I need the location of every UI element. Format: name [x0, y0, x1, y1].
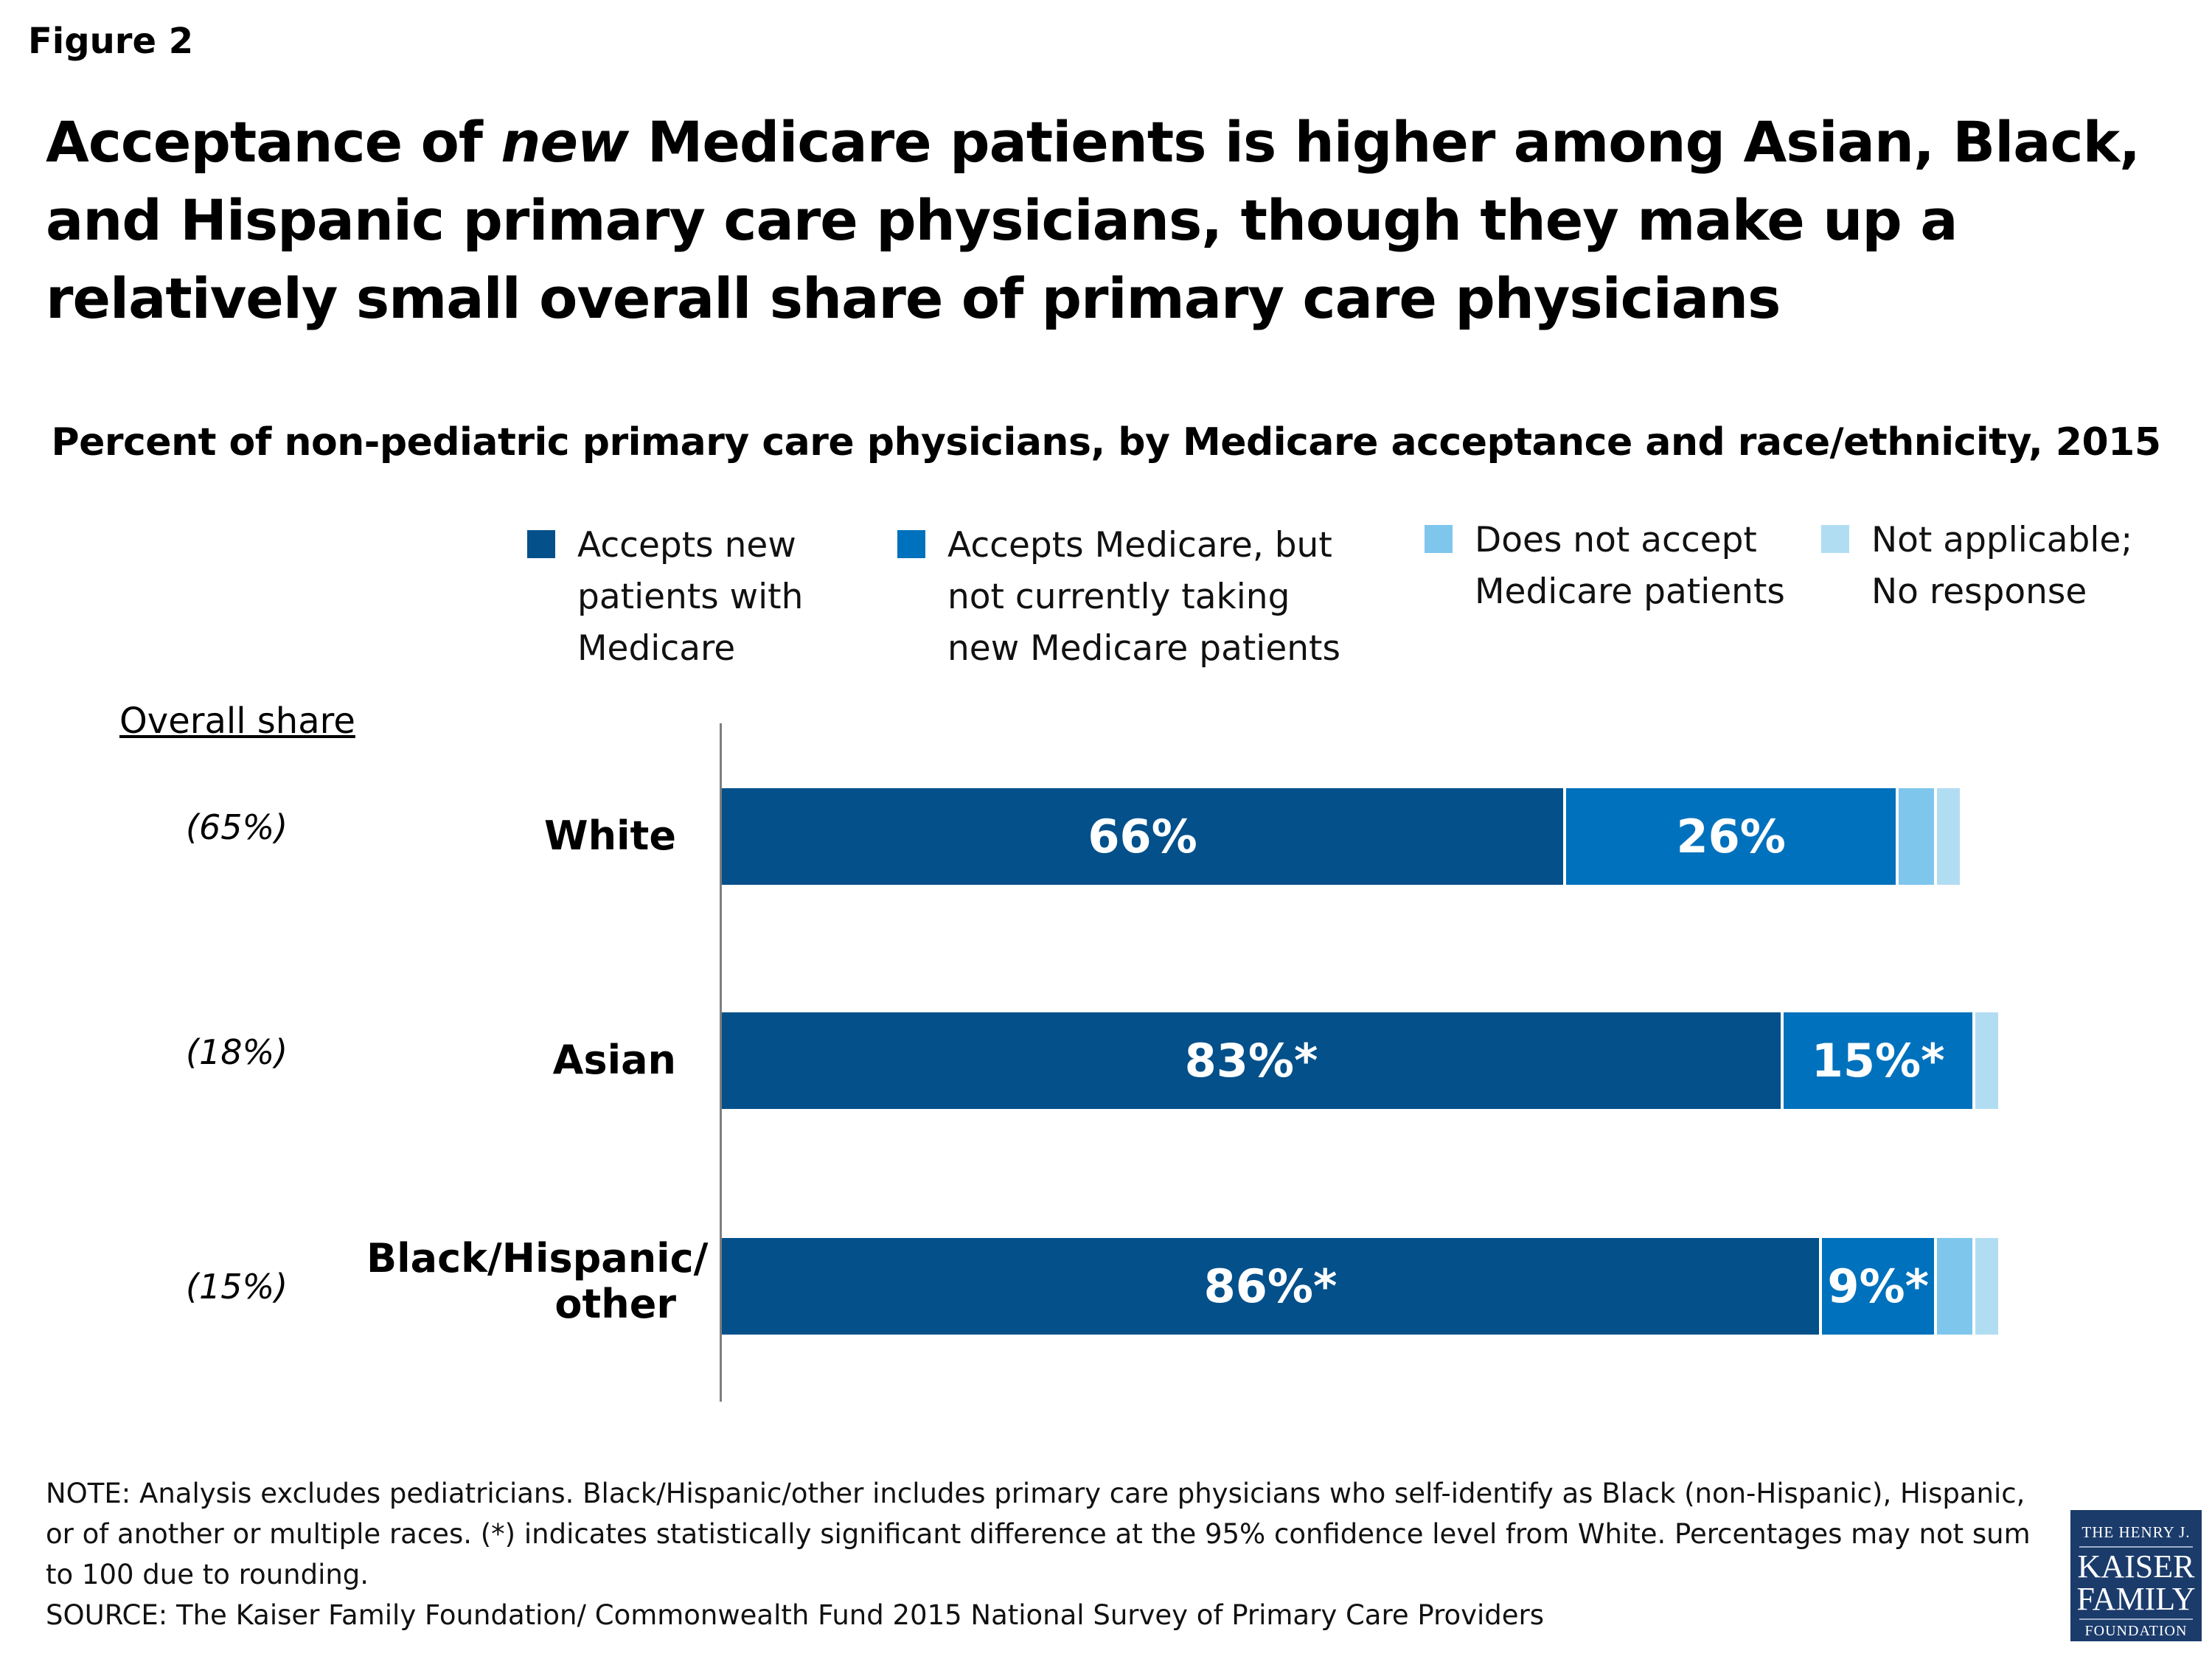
- overall-share-header: Overall share: [119, 700, 355, 742]
- legend-label: Not applicable; No response: [1871, 520, 2133, 612]
- bar-segment: [1937, 788, 1960, 885]
- legend-label: Accepts new patients with Medicare: [577, 525, 804, 669]
- bar-segment: [1975, 1238, 1998, 1335]
- y-axis-line: [720, 723, 722, 1402]
- category-label: Black/Hispanic/ other: [366, 1235, 709, 1327]
- figure-label: Figure 2: [28, 21, 194, 62]
- bar-segment: [1937, 1238, 1973, 1335]
- chart-title: Acceptance of new Medicare patients is h…: [46, 103, 2169, 338]
- legend-item: Accepts new patients with Medicare: [527, 520, 872, 675]
- legend-label: Accepts Medicare, but not currently taki…: [947, 525, 1340, 669]
- overall-share-value: (65%): [186, 807, 288, 847]
- bar-segment: 15%*: [1784, 1012, 1973, 1109]
- source-text: SOURCE: The Kaiser Family Foundation/ Co…: [46, 1599, 1545, 1631]
- legend-swatch: [527, 530, 555, 558]
- bar-segment: 9%*: [1822, 1238, 1935, 1335]
- title-pre: Acceptance of: [46, 109, 501, 175]
- title-post: Medicare patients is higher among Asian,…: [46, 109, 2140, 331]
- bar-segment: 86%*: [722, 1238, 1820, 1335]
- legend-item: Does not accept Medicare patients: [1425, 515, 1814, 618]
- legend-item: Accepts Medicare, but not currently taki…: [897, 520, 1360, 675]
- logo-line: THE HENRY J.: [2081, 1523, 2191, 1541]
- legend-label: Does not accept Medicare patients: [1475, 520, 1785, 612]
- logo-line: KAISER: [2077, 1548, 2195, 1585]
- data-label: 26%: [1676, 810, 1786, 863]
- legend-swatch: [1821, 525, 1849, 553]
- title-emphasis: new: [501, 109, 629, 175]
- legend-swatch: [1425, 525, 1453, 553]
- bar-segment: 83%*: [722, 1012, 1781, 1109]
- kff-logo: THE HENRY J. KAISER FAMILY FOUNDATION: [2070, 1510, 2202, 1641]
- note-text: NOTE: Analysis excludes pediatricians. B…: [46, 1478, 2031, 1590]
- legend-item: Not applicable; No response: [1821, 515, 2166, 618]
- overall-share-value: (18%): [186, 1032, 288, 1072]
- logo-line: FAMILY: [2076, 1581, 2196, 1617]
- notes: NOTE: Analysis excludes pediatricians. B…: [46, 1473, 2037, 1635]
- bar-segment: 26%: [1566, 788, 1896, 885]
- data-label: 86%*: [1203, 1259, 1338, 1313]
- data-label: 66%: [1088, 810, 1197, 863]
- chart-subtitle: Percent of non-pediatric primary care ph…: [51, 420, 2161, 465]
- category-label: Asian: [552, 1037, 676, 1083]
- bar-segment: 66%: [722, 788, 1564, 885]
- bar-segment: [1899, 788, 1935, 885]
- bar-segment: [1975, 1012, 1998, 1109]
- overall-share-value: (15%): [186, 1267, 288, 1307]
- logo-line: FOUNDATION: [2084, 1623, 2188, 1639]
- legend-swatch: [897, 530, 925, 558]
- data-label: 15%*: [1811, 1034, 1945, 1088]
- category-label: White: [544, 813, 676, 859]
- data-label: 9%*: [1827, 1259, 1929, 1313]
- data-label: 83%*: [1184, 1034, 1318, 1088]
